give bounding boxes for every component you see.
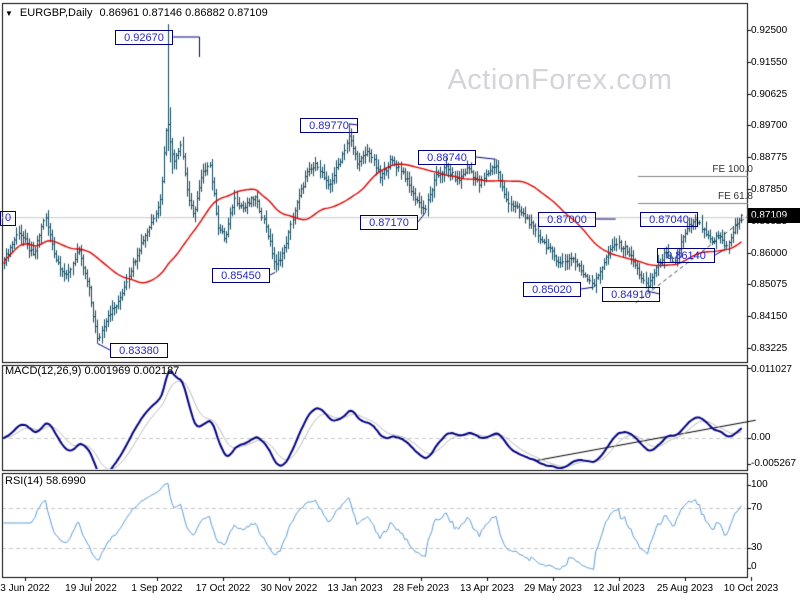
fe-618-label: FE 61.8 [717, 191, 753, 202]
price-label-box: 0.87170 [360, 215, 418, 230]
price-axis-label: 0.85075 [751, 279, 788, 291]
clipped-price-label: 0 [0, 211, 16, 226]
rsi-value: 58.6990 [45, 475, 86, 487]
date-label: 3 Jun 2022 [0, 583, 50, 594]
date-label: 19 Jul 2022 [65, 583, 117, 594]
price-axis-label: 0.89700 [751, 120, 788, 132]
date-label: 1 Sep 2022 [131, 583, 183, 594]
date-label: 13 Jan 2023 [327, 583, 383, 594]
rsi-axis-label: 0 [751, 561, 757, 572]
date-label: 30 Nov 2022 [260, 583, 318, 594]
price-label-box: 0.87000 [538, 212, 596, 227]
macd-axis-label: 0.011027 [751, 364, 792, 375]
symbol-name: EURGBP,Daily [19, 7, 93, 19]
price-label-box: 0.88740 [418, 150, 476, 165]
price-label-box: 0.87040 [640, 212, 698, 227]
price-label-box: 0.83380 [110, 343, 168, 358]
price-axis-label: 0.88775 [751, 152, 788, 164]
price-label-box: 0.86140 [657, 248, 715, 263]
price-axis-label: 0.90625 [751, 88, 788, 100]
price-label-box: 0.85450 [212, 268, 270, 283]
price-label-box: 0.92670 [115, 30, 173, 45]
price-label-box: 0.84910 [602, 287, 660, 302]
date-label: 10 Oct 2023 [723, 583, 779, 594]
macd-values: 0.001969 0.002187 [84, 365, 180, 377]
rsi-label: RSI(14) [5, 475, 43, 487]
rsi-axis-label: 70 [751, 502, 763, 513]
price-axis-label: 0.83225 [751, 343, 788, 354]
date-label: 25 Aug 2023 [656, 583, 714, 594]
date-label: 12 Jul 2023 [593, 583, 645, 594]
price-axis-label: 0.86000 [751, 247, 788, 259]
date-label: 28 Feb 2023 [392, 583, 450, 594]
price-axis-label: 0.84150 [751, 311, 788, 323]
watermark: ActionForex.com [447, 64, 673, 96]
price-label-box: 0.89770 [300, 118, 358, 133]
price-label-box: 0.85020 [523, 282, 581, 297]
collapse-arrow-icon[interactable]: ▼ [5, 8, 13, 18]
price-axis-label: 0.86925 [751, 215, 788, 227]
rsi-axis-label: 30 [751, 542, 763, 553]
symbol-header: ▼ EURGBP,Daily 0.86961 0.87146 0.86882 0… [5, 7, 268, 19]
date-label: 17 Oct 2022 [195, 583, 251, 594]
rsi-axis-label: 100 [751, 479, 768, 490]
macd-axis-label: -0.005267 [751, 458, 797, 469]
current-price-badge: 0.87109 [748, 208, 800, 223]
price-axis-label: 0.92500 [751, 25, 788, 36]
macd-axis-label: 0.00 [751, 432, 771, 443]
rsi-header: RSI(14) 58.6990 [5, 475, 86, 487]
price-axis-label: 0.87850 [751, 184, 788, 195]
macd-header: MACD(12,26,9) 0.001969 0.002187 [5, 365, 179, 377]
macd-label: MACD(12,26,9) [5, 365, 82, 377]
price-axis-label: 0.91550 [751, 56, 788, 68]
ohlc-readout: 0.86961 0.87146 0.86882 0.87109 [99, 7, 268, 19]
date-label: 13 Apr 2023 [460, 583, 514, 594]
fe-100-label: FE 100.0 [712, 164, 753, 175]
date-label: 29 May 2023 [524, 583, 582, 594]
